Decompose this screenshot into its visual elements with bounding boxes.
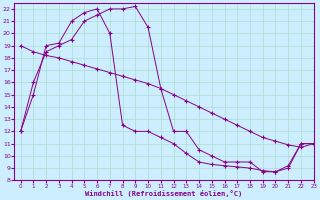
X-axis label: Windchill (Refroidissement éolien,°C): Windchill (Refroidissement éolien,°C) (85, 190, 243, 197)
